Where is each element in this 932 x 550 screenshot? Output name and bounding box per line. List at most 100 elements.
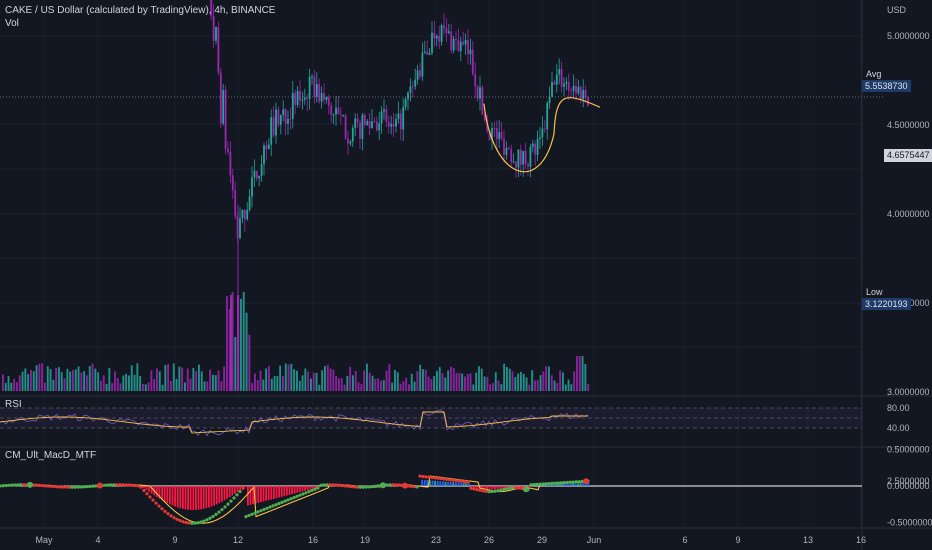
time-tick-label: 12: [233, 535, 243, 545]
volume-bar: [144, 384, 147, 391]
macd-line-point: [265, 506, 269, 510]
volume-bar: [282, 376, 284, 391]
candle-body: [536, 138, 539, 155]
macd-line-point: [130, 483, 134, 487]
macd-histogram-bar: [150, 486, 153, 494]
volume-bar: [318, 384, 321, 391]
candle-body: [229, 151, 232, 176]
volume-label[interactable]: Vol: [5, 18, 19, 29]
macd-line-point: [472, 487, 476, 491]
volume-bar: [436, 370, 438, 391]
volume-bar: [326, 364, 329, 391]
volume-bar: [91, 363, 94, 391]
price-tick-label: 4.0000000: [887, 209, 930, 219]
candle-body: [546, 103, 549, 129]
macd-tick-label: -0.5000000: [887, 518, 932, 528]
macd-histogram-bar: [184, 486, 187, 510]
macd-line-point: [169, 514, 173, 518]
macd-line-point: [91, 484, 95, 488]
volume-bar: [528, 384, 531, 391]
macd-line-point: [184, 520, 188, 525]
macd-line-point: [1, 484, 5, 488]
current-price-tag: 4.6575447: [884, 149, 932, 162]
volume-bar: [97, 372, 100, 391]
macd-line-point: [94, 484, 98, 488]
macd-line-point: [157, 504, 161, 508]
volume-bar: [119, 383, 122, 391]
volume-bar: [254, 373, 256, 391]
candle-body: [306, 97, 309, 99]
volume-bar: [312, 372, 315, 391]
candle-body: [515, 161, 517, 168]
candle-body: [440, 25, 443, 42]
volume-bar: [520, 371, 522, 391]
candle-body: [313, 76, 316, 97]
candle-body: [330, 105, 333, 115]
candle-body: [570, 90, 573, 92]
time-axis[interactable]: May 4 9 12 16 19 23 26 29 Jun 6 9 13 16: [35, 535, 866, 545]
candle-body: [469, 49, 472, 55]
macd-line-point: [349, 485, 353, 489]
volume-bar: [366, 363, 368, 391]
volume-bar: [394, 369, 396, 391]
candle-body: [332, 114, 335, 116]
candle-body: [279, 114, 282, 125]
volume-bar: [72, 370, 74, 391]
macd-histogram-bar: [559, 484, 561, 486]
macd-histogram-bar: [265, 486, 267, 501]
volume-bar: [508, 368, 511, 391]
volume-bars: [2, 291, 590, 391]
candle-body: [414, 79, 417, 87]
macd-histogram-bar: [556, 484, 559, 486]
rsi-average-line: [0, 411, 588, 434]
symbol-title[interactable]: CAKE / US Dollar (calculated by TradingV…: [5, 5, 276, 16]
volume-bar: [424, 369, 427, 391]
macd-histogram-bar: [288, 486, 291, 495]
candle-body: [390, 123, 393, 127]
candle-body: [265, 145, 268, 150]
low-value: 3.1220193: [862, 298, 911, 310]
macd-line-point: [187, 521, 191, 525]
macd-histogram-bar: [247, 486, 249, 506]
candle-body: [284, 109, 287, 124]
macd-histogram-bar: [273, 486, 275, 499]
macd-line-point: [514, 486, 518, 490]
grid-lines: [0, 35, 862, 348]
candle-body: [534, 143, 537, 155]
volume-bar: [153, 379, 156, 391]
macd-cross-dot: [583, 478, 589, 485]
macd-line-point: [292, 495, 296, 500]
macd-histogram-bar: [561, 483, 564, 486]
candle-body: [385, 109, 388, 122]
macd-histogram-bar: [299, 486, 301, 493]
candle-body: [231, 175, 234, 191]
macd-title[interactable]: CM_Ult_MacD_MTF: [5, 450, 97, 461]
low-key: Low: [862, 286, 888, 298]
macd-histogram-bar: [499, 486, 501, 489]
volume-bar: [324, 366, 326, 391]
volume-bar: [293, 369, 296, 391]
macd-histogram-bar: [218, 486, 221, 504]
time-tick-label: 9: [172, 535, 177, 545]
currency-label: USD: [887, 5, 907, 15]
volume-bar: [100, 380, 102, 391]
volume-bar: [382, 380, 385, 391]
volume-bar: [450, 366, 452, 391]
volume-bar: [256, 380, 259, 391]
macd-histogram-bar: [481, 486, 483, 489]
volume-bar: [539, 375, 542, 391]
macd-line-point: [433, 476, 437, 480]
macd-line-point: [337, 483, 341, 487]
candle-body: [243, 210, 246, 220]
macd-histogram-bar: [439, 481, 442, 486]
price-tick-label: 2.5000000: [887, 476, 930, 486]
macd-line-point: [286, 498, 290, 502]
volume-bar: [170, 381, 172, 391]
rsi-title[interactable]: RSI: [5, 399, 22, 410]
volume-bar: [301, 375, 304, 391]
volume-bar: [349, 366, 352, 391]
macd-line-point: [466, 480, 470, 484]
volume-bar: [511, 371, 514, 391]
macd-line-point: [553, 481, 557, 485]
